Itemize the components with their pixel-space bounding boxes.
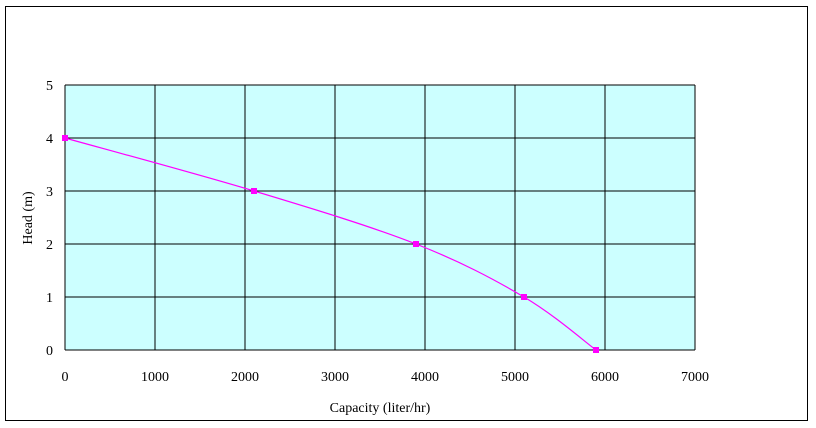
data-point bbox=[521, 294, 527, 300]
y-tick-label: 4 bbox=[46, 132, 53, 147]
data-point bbox=[62, 135, 68, 141]
grid-lines bbox=[64, 84, 696, 351]
x-tick-label: 1000 bbox=[141, 370, 169, 385]
x-axis-title: Capacity (liter/hr) bbox=[330, 401, 431, 416]
x-tick-label: 5000 bbox=[501, 370, 529, 385]
x-tick-label: 2000 bbox=[231, 370, 259, 385]
y-axis-title: Head (m) bbox=[21, 191, 36, 245]
series-line bbox=[64, 137, 597, 351]
series-group bbox=[62, 135, 599, 353]
x-tick-label: 0 bbox=[62, 370, 69, 385]
data-point bbox=[593, 347, 599, 353]
y-tick-label: 1 bbox=[46, 291, 53, 306]
x-tick-labels: 0 1000 2000 3000 4000 5000 6000 7000 bbox=[62, 370, 710, 385]
y-tick-labels: 0 1 2 3 4 5 bbox=[46, 79, 53, 359]
data-point bbox=[413, 241, 419, 247]
x-tick-label: 4000 bbox=[411, 370, 439, 385]
plot-area bbox=[65, 85, 695, 350]
y-tick-label: 2 bbox=[46, 238, 53, 253]
x-tick-label: 6000 bbox=[591, 370, 619, 385]
x-tick-label: 7000 bbox=[681, 370, 709, 385]
data-point bbox=[251, 188, 257, 194]
y-tick-label: 5 bbox=[46, 79, 53, 94]
y-tick-label: 3 bbox=[46, 185, 53, 200]
y-tick-label: 0 bbox=[46, 344, 53, 359]
x-tick-label: 3000 bbox=[321, 370, 349, 385]
